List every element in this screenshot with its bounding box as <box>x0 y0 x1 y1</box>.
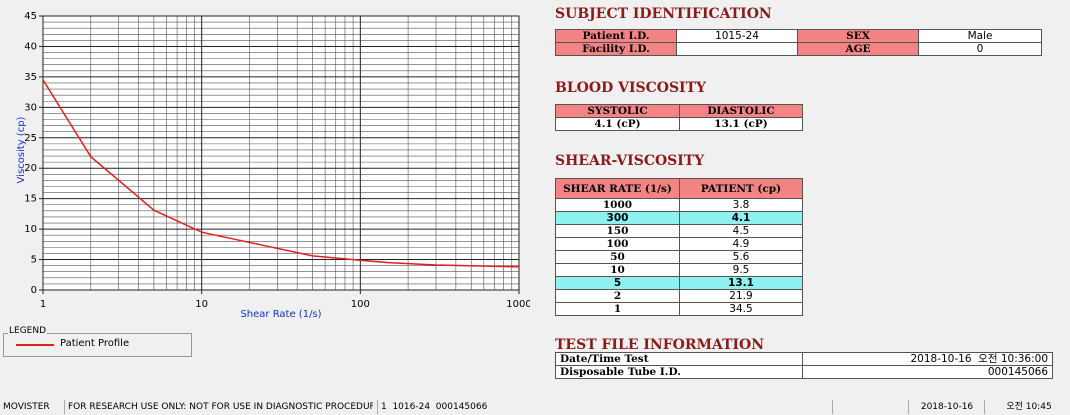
status-cell: MOVISTER <box>3 402 50 412</box>
y-tick-label: 25 <box>24 133 37 144</box>
section-title: TEST FILE INFORMATION <box>555 337 765 353</box>
cell: 21.9 <box>679 289 803 303</box>
section-title: SUBJECT IDENTIFICATION <box>555 6 772 22</box>
legend-swatch <box>16 344 54 346</box>
cell: 100 <box>555 237 680 251</box>
cell: AGE <box>797 42 919 56</box>
row: 1000 3.8 <box>555 198 803 212</box>
cell: 4.1 (cP) <box>555 117 680 131</box>
legend-title: LEGEND <box>8 326 48 336</box>
cell: SEX <box>797 29 919 43</box>
y-tick-label: 15 <box>24 194 37 205</box>
cell: 1 <box>555 302 680 316</box>
cell: Facility I.D. <box>555 42 677 56</box>
status-cell: 2018-10-16 <box>908 400 982 414</box>
chart: Shear Rate (1/s) Viscosity (cp) 0 5 10 15 20… <box>16 11 530 320</box>
shear-table: SHEAR RATE (1/s) PATIENT (cp) 1000 3.8 300 4.… <box>555 178 803 316</box>
cell: 1015-24 <box>676 29 798 43</box>
cell: 10 <box>555 263 680 277</box>
y-tick-label: 10 <box>24 224 37 235</box>
x-tick-label: 100 <box>351 299 370 310</box>
blood-table: SYSTOLIC DIASTOLIC 4.1 (cP) 13.1 (cP) <box>555 104 803 131</box>
cell: Patient I.D. <box>555 29 677 43</box>
cell: 4.5 <box>679 224 803 238</box>
cell: DIASTOLIC <box>679 104 803 118</box>
cell: 300 <box>555 211 680 225</box>
cell: PATIENT (cp) <box>679 178 803 199</box>
cell: 4.9 <box>679 237 803 251</box>
row: 100 4.9 <box>555 237 803 251</box>
cell: 13.1 <box>679 276 803 290</box>
y-tick-label: 40 <box>24 41 37 52</box>
cell: Male <box>918 29 1042 43</box>
row: 10 9.5 <box>555 263 803 277</box>
x-tick-label: 10 <box>195 299 208 310</box>
cell: 5.6 <box>679 250 803 264</box>
cell: 50 <box>555 250 680 264</box>
y-tick-label: 45 <box>24 11 37 22</box>
cell: Date/Time Test <box>555 352 803 366</box>
cell: 150 <box>555 224 680 238</box>
cell <box>676 42 798 56</box>
y-tick-label: 5 <box>31 255 37 266</box>
cell: 5 <box>555 276 680 290</box>
y-tick-label: 0 <box>31 285 37 296</box>
status-bar: MOVISTER FOR RESEARCH USE ONLY: NOT FOR … <box>0 400 1070 415</box>
status-cell: 1 1016-24 000145066 <box>377 400 829 414</box>
subject-table: Patient I.D. 1015-24 SEX Male Facility I… <box>555 29 1042 56</box>
y-tick-label: 35 <box>24 72 37 83</box>
cell: 3.8 <box>679 198 803 212</box>
y-tick-label: 30 <box>24 102 37 113</box>
cell: 0 <box>918 42 1042 56</box>
legend: LEGEND Patient Profile <box>3 326 192 357</box>
status-cell <box>832 400 906 414</box>
row: 150 4.5 <box>555 224 803 238</box>
section-title: BLOOD VISCOSITY <box>555 80 707 96</box>
y-tick-label: 20 <box>24 163 37 174</box>
row: 2 21.9 <box>555 289 803 303</box>
cell: 9.5 <box>679 263 803 277</box>
cell: 4.1 <box>679 211 803 225</box>
x-axis-title: Shear Rate (1/s) <box>240 309 321 320</box>
row: 50 5.6 <box>555 250 803 264</box>
cell: 13.1 (cP) <box>679 117 803 131</box>
y-axis-title: Viscosity (cp) <box>16 116 27 183</box>
status-cell: 오전 10:45 <box>984 400 1070 414</box>
cell: Disposable Tube I.D. <box>555 365 803 379</box>
row: 1 34.5 <box>555 302 803 316</box>
cell: 000145066 <box>802 365 1053 379</box>
x-tick-label: 1 <box>40 299 46 310</box>
status-cell: FOR RESEARCH USE ONLY: NOT FOR USE IN DI… <box>64 400 373 414</box>
cell: 2 <box>555 289 680 303</box>
cell: SYSTOLIC <box>555 104 680 118</box>
section-title: SHEAR-VISCOSITY <box>555 153 705 169</box>
plot-area <box>42 15 520 291</box>
row: 5 13.1 <box>555 276 803 290</box>
cell: SHEAR RATE (1/s) <box>555 178 680 199</box>
test-file-table: Date/Time Test 2018-10-16 오전 10:36:00 Di… <box>555 352 1053 379</box>
row: SHEAR RATE (1/s) PATIENT (cp) <box>555 178 803 199</box>
cell: 34.5 <box>679 302 803 316</box>
x-tick-label: 1000 <box>506 299 530 310</box>
data-line <box>42 79 520 268</box>
cell: 1000 <box>555 198 680 212</box>
legend-label: Patient Profile <box>60 338 130 349</box>
row: 300 4.1 <box>555 211 803 225</box>
cell: 2018-10-16 오전 10:36:00 <box>802 352 1053 366</box>
